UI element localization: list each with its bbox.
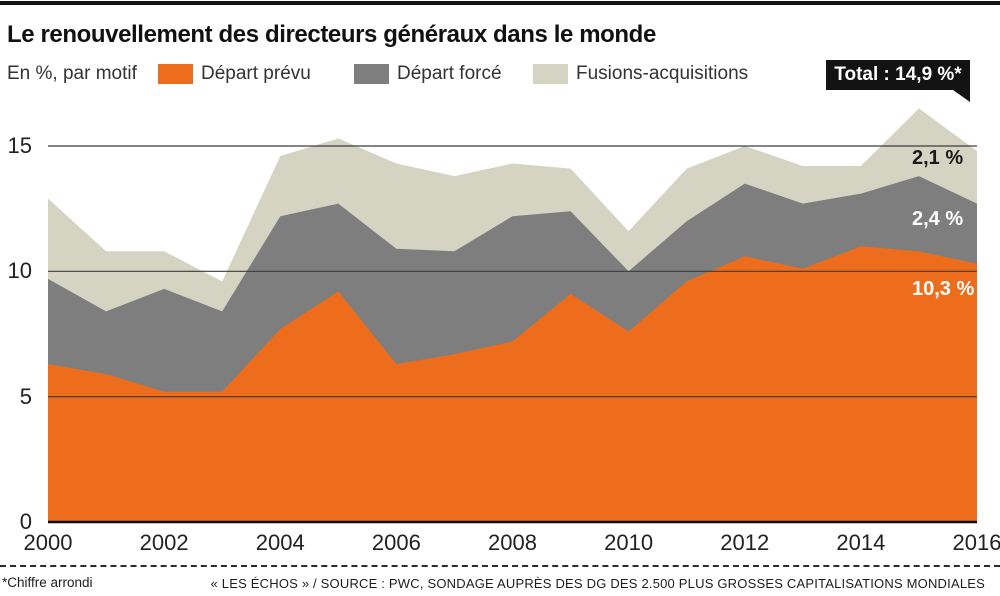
x-tick-label-2014: 2014 [836, 530, 886, 555]
source-credit: « LES ÉCHOS » / SOURCE : PWC, SONDAGE AU… [210, 576, 985, 591]
legend-label-fusions-acquisitions: Fusions-acquisitions [576, 63, 749, 84]
legend-label-depart-prevu: Départ prévu [201, 63, 311, 84]
legend-swatch-depart-force [354, 64, 389, 84]
legend-swatch-fusions-acquisitions [533, 64, 568, 84]
x-tick-label-2002: 2002 [139, 530, 189, 555]
x-tick-label-2012: 2012 [720, 530, 770, 555]
y-tick-label-0: 0 [19, 509, 32, 534]
x-tick-label-2010: 2010 [604, 530, 654, 555]
dashed-divider [0, 565, 1000, 567]
chart-subtitle: En %, par motif [7, 63, 137, 84]
x-tick-label-2006: 2006 [371, 530, 421, 555]
legend-swatch-depart-prevu [158, 64, 193, 84]
x-tick-label-2004: 2004 [255, 530, 305, 555]
annotation-depart-prevu: 10,3 % [912, 278, 975, 300]
footnote: *Chiffre arrondi [2, 575, 93, 590]
page-title: Le renouvellement des directeurs générau… [7, 21, 656, 48]
area-d-part-pr-vu [48, 246, 977, 523]
total-badge: Total : 14,9 %* [826, 60, 970, 90]
y-tick-label-15: 15 [7, 132, 32, 158]
annotation-fusions-acquisitions: 2,1 % [912, 147, 964, 169]
x-tick-label-2000: 2000 [23, 530, 73, 555]
y-tick-label-5: 5 [19, 383, 32, 409]
x-tick-label-2008: 2008 [488, 530, 537, 555]
y-tick-label-10: 10 [7, 258, 32, 284]
legend-label-depart-force: Départ forcé [397, 63, 502, 84]
top-bar [0, 1, 1000, 5]
total-badge-tail [953, 90, 970, 102]
x-tick-label-2016: 2016 [952, 530, 1000, 555]
annotation-depart-force: 2,4 % [912, 208, 964, 230]
